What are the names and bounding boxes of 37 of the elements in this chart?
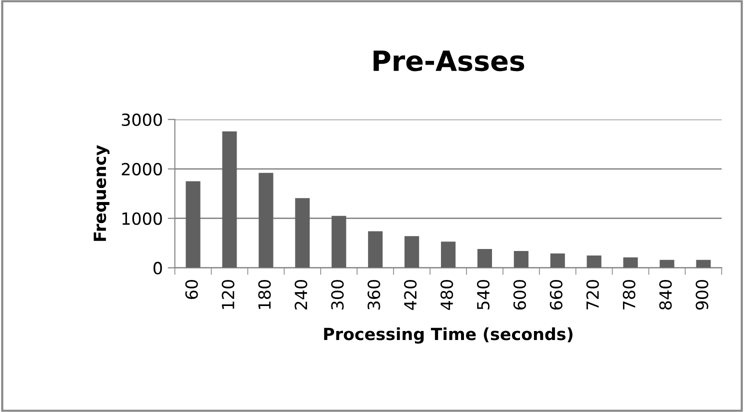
x-tick-label: 240 [294, 280, 308, 310]
x-tick-label: 720 [586, 280, 599, 310]
y-tick-label: 0 [154, 262, 162, 274]
x-tick-label: 300 [331, 280, 344, 310]
bar [514, 250, 528, 268]
bar [660, 260, 674, 268]
x-tick-label: 120 [222, 280, 234, 309]
bar [440, 242, 456, 268]
y-tick-label: 3000 [122, 113, 162, 126]
x-tick-label: 420 [404, 280, 417, 310]
y-axis-title: Frequency [94, 145, 110, 241]
x-tick-label: 60 [185, 280, 198, 299]
bar [586, 255, 602, 268]
bar [404, 236, 420, 268]
y-tick-label: 2000 [122, 162, 162, 176]
x-tick-label: 840 [659, 280, 672, 310]
bar [186, 181, 200, 268]
x-tick-label: 660 [550, 280, 562, 310]
y-tick-label: 1000 [122, 212, 162, 225]
x-tick-label: 360 [368, 280, 380, 310]
x-tick-label: 780 [622, 280, 636, 310]
bar [696, 260, 711, 268]
x-tick-label: 180 [258, 280, 271, 309]
bar [258, 172, 274, 268]
chart-title: Pre-Asses [374, 50, 524, 72]
bar [332, 216, 346, 268]
bar [368, 231, 383, 268]
bar [295, 198, 310, 268]
bar [222, 131, 237, 268]
x-tick-label: 480 [440, 280, 454, 310]
bar [477, 249, 492, 268]
x-tick-label: 600 [513, 280, 526, 310]
x-axis-title: Processing Time (seconds) [324, 327, 572, 344]
x-tick-label: 900 [696, 280, 708, 310]
x-tick-label: 540 [476, 280, 490, 310]
bar [623, 257, 638, 268]
bar [550, 253, 565, 268]
